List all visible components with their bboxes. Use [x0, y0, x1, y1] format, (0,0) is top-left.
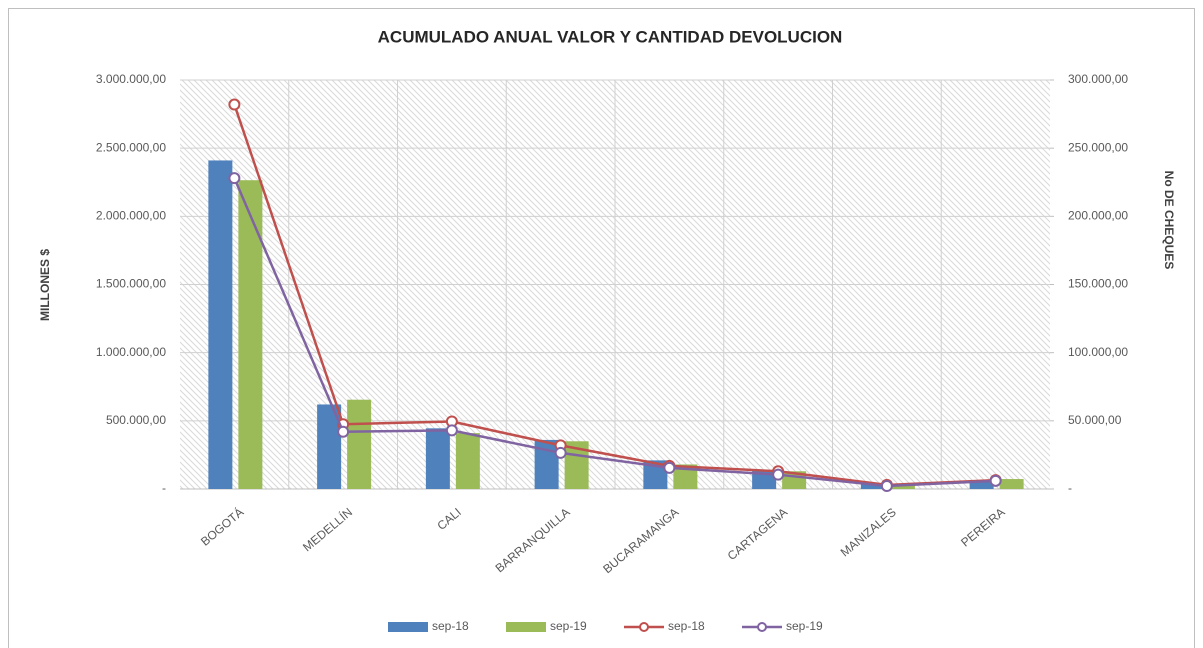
y-tick-label: -	[162, 481, 166, 495]
y-axis-title: MILLONES $	[38, 249, 52, 321]
line-marker	[989, 474, 1002, 487]
line-marker	[554, 446, 567, 459]
y2-tick-label: 150.000,00	[1068, 277, 1128, 291]
y2-tick-label: 100.000,00	[1068, 345, 1128, 359]
legend-swatch	[506, 622, 546, 632]
legend-swatch	[757, 622, 767, 632]
y2-tick-label: 250.000,00	[1068, 140, 1128, 154]
bar	[969, 480, 994, 489]
line-marker	[445, 424, 458, 437]
y-tick-label: 1.500.000,00	[96, 277, 166, 291]
legend-swatch	[639, 622, 649, 632]
legend-label: sep-18	[668, 619, 705, 633]
bar	[890, 484, 915, 489]
line-marker	[228, 98, 241, 111]
line-marker	[228, 172, 241, 185]
legend-label: sep-19	[786, 619, 823, 633]
line-marker	[663, 461, 676, 474]
bar	[455, 433, 480, 489]
y2-tick-label: 50.000,00	[1068, 413, 1122, 427]
bar	[425, 428, 450, 489]
y-tick-label: 3.000.000,00	[96, 72, 166, 86]
line	[233, 177, 996, 488]
y-tick-label: 2.000.000,00	[96, 209, 166, 223]
chart-title: ACUMULADO ANUAL VALOR Y CANTIDAD DEVOLUC…	[378, 27, 843, 46]
bar	[347, 399, 372, 489]
line-marker	[772, 468, 785, 481]
line	[233, 104, 996, 487]
legend-swatch	[388, 622, 428, 632]
y2-tick-label: -	[1068, 481, 1072, 495]
y-tick-label: 1.000.000,00	[96, 345, 166, 359]
bar	[999, 479, 1024, 489]
y2-tick-label: 200.000,00	[1068, 209, 1128, 223]
line-marker	[880, 480, 893, 493]
line-marker	[337, 425, 350, 438]
legend-label: sep-18	[432, 619, 469, 633]
y-tick-label: 2.500.000,00	[96, 140, 166, 154]
y2-axis-title: No DE CHEQUES	[1162, 171, 1176, 270]
legend-label: sep-19	[550, 619, 587, 633]
bar	[238, 180, 263, 489]
y-tick-label: 500.000,00	[106, 413, 166, 427]
bar	[860, 484, 885, 489]
y2-tick-label: 300.000,00	[1068, 72, 1128, 86]
bar	[208, 160, 233, 490]
